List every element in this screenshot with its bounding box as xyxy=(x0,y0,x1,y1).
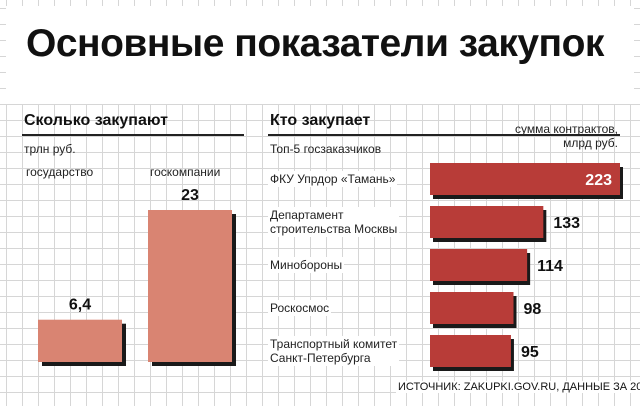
right-bar-0 xyxy=(430,163,620,195)
right-bar-category-1-line-0: Департамент xyxy=(270,208,344,222)
left-bar-1 xyxy=(148,210,232,362)
right-bar-value-4: 95 xyxy=(521,344,539,361)
right-unit-label: сумма контрактов, млрд руб. xyxy=(515,122,618,150)
right-subtitle: Топ-5 госзаказчиков xyxy=(270,142,382,156)
right-bar-category-2: Минобороны xyxy=(268,257,345,273)
left-panel-heading: Сколько закупают xyxy=(24,112,168,129)
right-bar-4 xyxy=(430,335,511,367)
right-bar-value-3: 98 xyxy=(523,301,541,318)
right-unit-line-1: сумма контрактов, xyxy=(514,122,618,136)
source-note: ИСТОЧНИК: ZAKUPKI.GOV.RU, ДАННЫЕ ЗА 2015… xyxy=(396,381,640,393)
right-bar-value-1: 133 xyxy=(553,215,580,232)
left-bar-value-0: 6,4 xyxy=(69,297,91,314)
right-bar-category-4-line-1: Санкт-Петербурга xyxy=(270,351,371,365)
right-bar-category-0: ФКУ Упрдор «Тамань» xyxy=(268,171,398,187)
right-unit-line-2: млрд руб. xyxy=(563,136,618,150)
right-bar-value-0: 223 xyxy=(585,172,612,189)
right-bar-category-4: Транспортный комитет Санкт-Петербурга xyxy=(268,336,400,366)
right-panel-heading: Кто закупает xyxy=(270,112,371,129)
right-bar-category-3-line-0: Роскосмос xyxy=(270,301,330,315)
right-bar-category-0-line-0: ФКУ Упрдор «Тамань» xyxy=(270,172,396,186)
left-unit-label: трлн руб. xyxy=(24,142,76,156)
right-bar-category-1-line-1: строительства Москвы xyxy=(270,222,398,236)
left-heading-rule xyxy=(22,134,244,136)
left-bar-value-1: 23 xyxy=(181,187,199,204)
right-bar-value-2: 114 xyxy=(537,258,563,275)
left-bar-category-0: государство xyxy=(26,165,93,179)
right-heading-rule xyxy=(268,134,620,136)
right-bar-2 xyxy=(430,249,528,281)
left-bar-category-1: госкомпании xyxy=(150,165,220,179)
right-bar-1 xyxy=(430,206,544,238)
chart-title: Основные показатели закупок xyxy=(26,22,604,65)
right-bar-category-4-line-0: Транспортный комитет xyxy=(270,337,398,351)
left-bar-0 xyxy=(38,319,122,362)
right-bar-3 xyxy=(430,292,514,324)
right-bar-category-1: Департамент строительства Москвы xyxy=(268,207,400,237)
right-bar-category-3: Роскосмос xyxy=(268,300,332,316)
right-bar-category-2-line-0: Минобороны xyxy=(270,258,343,272)
title-band xyxy=(6,6,634,104)
